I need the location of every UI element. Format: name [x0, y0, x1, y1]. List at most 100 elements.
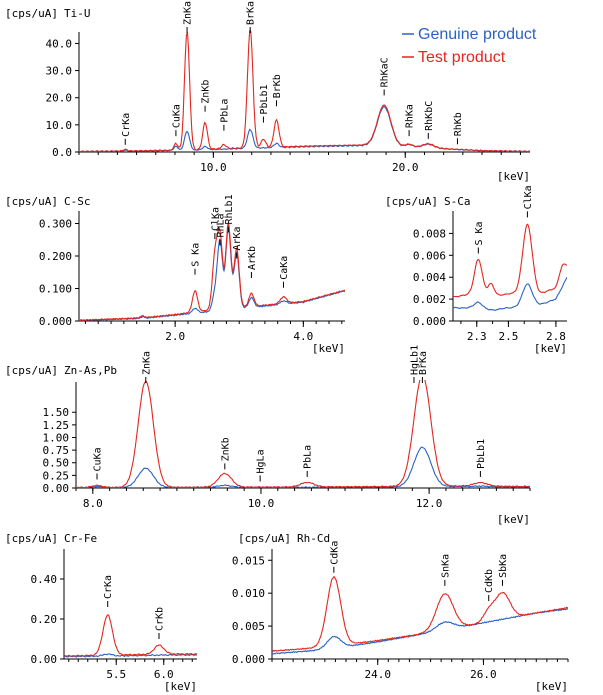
- y-tick-label: 0.200: [39, 250, 72, 263]
- panel-title: [cps/uA] Ti-U: [5, 7, 90, 20]
- peak-label: PbLa: [303, 445, 314, 469]
- panel-title: [cps/uA] Zn-As,Pb: [5, 364, 117, 377]
- legend-genuine: Genuine product: [402, 26, 537, 43]
- peak-label: CrKa: [121, 113, 132, 137]
- test-product-spectrum: [76, 380, 530, 488]
- x-tick-label: 2.8: [546, 330, 566, 343]
- peak-label: BrKa: [418, 351, 429, 375]
- panel-ti-u: [cps/uA] Ti-U 0.0 10.0 20.0 30.0 40.0 10.0 20.0 […: [5, 1, 530, 183]
- y-tick-label: 1.50: [43, 406, 70, 419]
- x-unit-label: [keV]: [497, 170, 530, 183]
- peak-label: RhKb: [453, 112, 464, 136]
- y-tick-label: 0.20: [31, 613, 58, 626]
- y-tick-label: 0.004: [413, 271, 446, 284]
- peak-label: RhLb1: [224, 194, 235, 224]
- peak-label: ArKa: [232, 226, 243, 250]
- peak-label: BrKb: [272, 74, 283, 98]
- peak-label: ZnKa: [183, 1, 194, 25]
- peak-label: ZnKb: [220, 437, 231, 461]
- panel-range-title: Zn-As,Pb: [64, 364, 117, 377]
- x-tick-label: 24.0: [364, 668, 391, 681]
- peak-label: ClKa: [210, 207, 221, 231]
- test-product-spectrum: [64, 614, 197, 657]
- peak-label: CuKa: [93, 447, 104, 471]
- x-tick-label: 12.0: [416, 497, 443, 510]
- x-tick-label: 2.5: [498, 330, 518, 343]
- y-tick-label: 0.25: [43, 469, 70, 482]
- x-tick-label: 20.0: [392, 161, 419, 174]
- y-tick-label: 0.50: [43, 457, 70, 470]
- genuine-product-spectrum: [76, 446, 530, 488]
- x-tick-label: 6.0: [154, 668, 174, 681]
- y-tick-label: 0.010: [232, 587, 265, 600]
- peak-label: ArKb: [247, 246, 258, 270]
- peak-label: ZnKb: [201, 80, 212, 104]
- y-tick-label: 0.015: [232, 554, 265, 567]
- x-unit-label: [keV]: [535, 680, 568, 693]
- peak-label: HgLa: [256, 449, 267, 473]
- x-tick-label: 2.0: [165, 330, 185, 343]
- peak-label: CaKa: [279, 256, 290, 280]
- y-tick-label: 0.40: [31, 573, 58, 586]
- peak-label: HgLb1: [409, 345, 420, 375]
- peak-label: RhLa: [216, 213, 227, 237]
- peak-label: SbKa: [498, 554, 509, 578]
- y-unit-label: [cps/uA]: [5, 7, 58, 20]
- peak-label: S Ka: [191, 243, 202, 267]
- genuine-product-spectrum: [272, 608, 568, 655]
- peak-label: RhKa: [405, 104, 416, 128]
- peak-label: CrKb: [155, 607, 166, 631]
- y-tick-label: 0.300: [39, 218, 72, 231]
- peak-label: ClKa: [523, 185, 534, 209]
- panel-range-title: C-Sc: [64, 195, 91, 208]
- panel-cr-fe: [cps/uA] Cr-Fe 0.00 0.20 0.40 5.5 6.0[keV] CrKa…: [5, 532, 197, 693]
- x-tick-label: 5.5: [106, 668, 126, 681]
- x-unit-label: [keV]: [312, 342, 345, 355]
- x-unit-label: [keV]: [164, 680, 197, 693]
- test-product-spectrum: [79, 221, 345, 321]
- y-tick-label: 10.0: [46, 119, 73, 132]
- panel-title: [cps/uA] C-Sc: [5, 195, 90, 208]
- legend-test: Test product: [402, 49, 506, 66]
- legend-test-label: Test product: [418, 49, 506, 66]
- peak-label: CdKa: [329, 541, 340, 565]
- test-product-spectrum: [272, 575, 568, 653]
- y-tick-label: 40.0: [46, 37, 73, 50]
- panel-range-title: Rh-Cd: [297, 532, 330, 545]
- genuine-product-spectrum: [453, 276, 567, 311]
- y-tick-label: 0.005: [232, 620, 265, 633]
- x-tick-label: 10.0: [248, 497, 275, 510]
- y-tick-label: 0.008: [413, 227, 446, 240]
- x-tick-label: 26.0: [470, 668, 497, 681]
- x-tick-label: 2.3: [467, 330, 487, 343]
- peak-label: PbLb1: [476, 439, 487, 469]
- y-tick-label: 20.0: [46, 92, 73, 105]
- panel-title: [cps/uA] Rh-Cd: [238, 532, 330, 545]
- x-tick-label: 10.0: [200, 161, 227, 174]
- peak-label: CdKb: [484, 569, 495, 593]
- peak-label: PbLa: [219, 99, 230, 123]
- panel-range-title: S-Ca: [444, 195, 471, 208]
- panel-range-title: Ti-U: [64, 7, 91, 20]
- y-tick-label: 0.00: [31, 653, 58, 666]
- y-tick-label: 0.100: [39, 283, 72, 296]
- peak-label: RhKbC: [424, 101, 435, 131]
- y-unit-label: [cps/uA]: [238, 532, 291, 545]
- x-unit-label: [keV]: [497, 513, 530, 526]
- y-tick-label: 1.25: [43, 419, 70, 432]
- panel-rh-cd: [cps/uA] Rh-Cd 0.000 0.005 0.010 0.015 24.0 26.…: [232, 532, 569, 693]
- peak-label: S Ka: [474, 221, 485, 245]
- y-unit-label: [cps/uA]: [385, 195, 438, 208]
- y-unit-label: [cps/uA]: [5, 195, 58, 208]
- peak-label: SnKa: [440, 554, 451, 578]
- y-tick-label: 0.00: [43, 482, 70, 495]
- y-tick-label: 0.000: [413, 315, 446, 328]
- panel-c-sc: [cps/uA] C-Sc 0.000 0.100 0.200 0.300 2.0 4.0[k…: [5, 194, 345, 355]
- peak-label: PbLb1: [259, 84, 270, 114]
- y-tick-label: 0.0: [52, 146, 72, 159]
- y-tick-label: 0.006: [413, 249, 446, 262]
- panel-title: [cps/uA] Cr-Fe: [5, 532, 97, 545]
- peak-label: ZnKa: [141, 351, 152, 375]
- panel-range-title: Cr-Fe: [64, 532, 97, 545]
